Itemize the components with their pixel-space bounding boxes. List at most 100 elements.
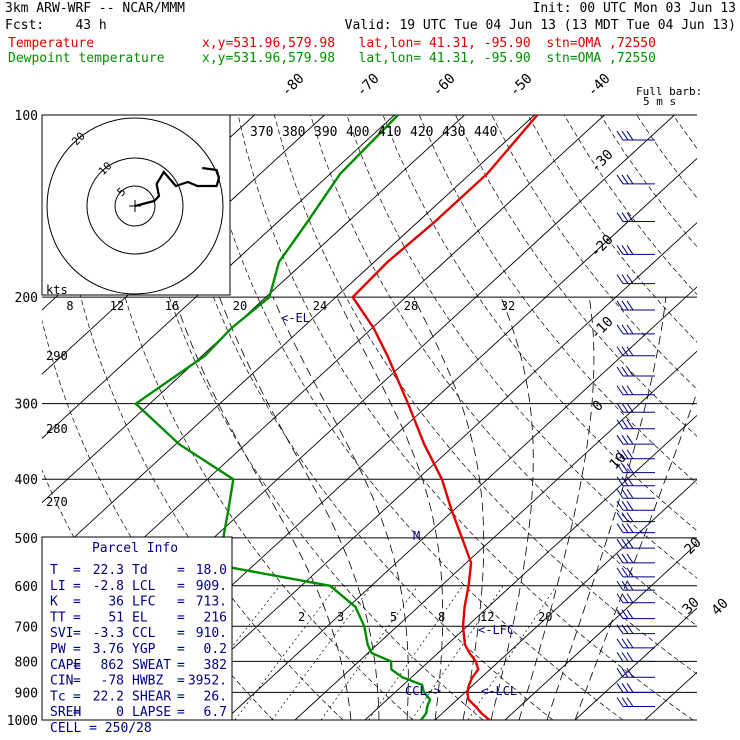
wind-barb-flag [626,274,634,284]
dry-adiabat-line [165,115,554,720]
wind-barb-flag [621,366,629,377]
parcel-value: 382 [204,658,227,673]
wind-barb-flag [621,580,629,591]
mixing-ratio-label: 5 [390,610,397,624]
dewpoint-legend: Dewpoint temperature [8,51,165,66]
isotherm-label: -70 [354,71,383,100]
wind-barb-flag [621,245,629,255]
theta-label: 420 [410,125,433,140]
isotherm-label: 30 [680,595,703,618]
isotherm-label: 0 [590,398,607,415]
wind-barb-flag [626,488,634,499]
wind-barb-flag [621,300,629,311]
wind-barb-flag [616,668,624,678]
parcel-key: Tc [50,689,66,704]
parcel-value: 862 [101,658,124,673]
wind-barb-flag [621,523,629,533]
hodograph-speed-tick: 32 [501,299,515,313]
wind-barb-flag [621,419,629,429]
parcel-cell: CELL = 250/28 [50,721,152,736]
parcel-value: -2.8 [93,579,124,594]
wind-barb-flag [621,697,629,707]
wind-barb-flag [616,366,624,377]
parcel-eq: = [73,705,81,720]
hodograph-speed-tick: 28 [404,299,418,313]
parcel-eq: = [177,610,185,625]
wind-barb-flag [616,624,624,634]
parcel-eq: = [73,563,81,578]
theta-label: 410 [378,125,401,140]
mixing-ratio-label: 3 [337,610,344,624]
wind-barb-flag [621,174,629,185]
wind-barb-flag [616,512,624,522]
wind-barb-flag [621,449,629,460]
isotherm-label: -60 [430,71,459,100]
parcel-eq: = [177,674,185,689]
wind-barb-flag [626,683,634,693]
wind-barb-flag [621,324,629,335]
parcel-value: 22.3 [93,563,124,578]
parcel-value: -78 [101,674,124,689]
mixing-ratio-label: 20 [538,610,552,624]
wind-barb-flag [626,300,634,311]
wind-barb-flag [621,402,629,413]
mixing-ratio-line [467,585,557,720]
wind-barb-flag [621,463,629,473]
wind-barb-flag [621,609,629,619]
hodograph-trace [134,166,221,208]
wind-barb-flag [621,488,629,499]
wind-barb-flag [621,624,629,634]
isotherm-line [574,607,697,720]
dry-adiabat-line [455,115,697,437]
moist-adiabat-line [173,296,352,720]
hodograph-speed-tick: 24 [313,299,327,313]
parcel-key: LCL [132,579,156,594]
moist-adiabat-line [272,296,409,720]
wind-barb-flag [626,434,634,445]
parcel-key: SVI [50,626,73,641]
wind-barb-flag [626,697,634,707]
isotherm-line [42,115,325,375]
pressure-tick-label: 800 [15,655,38,670]
barb-key-unit: 5 m s [643,95,676,108]
parcel-key: SHEAR [132,689,171,704]
parcel-info-box: Parcel Info T = 22.3 Td = 18.0 LI = -2.8 LCL = 909. K… [41,536,233,736]
parcel-eq: = [73,674,81,689]
dewpoint-line [133,115,432,720]
temperature-legend: Temperature [8,36,95,51]
wind-barb-flag [621,683,629,693]
parcel-key: CAPE [50,658,81,673]
parcel-value: 909. [196,579,227,594]
moist-adiabat-line [574,391,697,720]
wind-barb-flag [621,668,629,678]
parcel-key: SREH [50,705,81,720]
theta-label: 370 [250,125,273,140]
dry-adiabat-line [527,115,697,343]
wind-barb-flag [626,385,634,396]
parcel-key: Td [132,563,148,578]
level-marker: <-LFC [478,623,514,637]
wind-barb-flag [621,500,629,511]
isotherm-line [294,350,697,720]
wind-barb-flag [626,449,634,460]
parcel-value: 18.0 [196,563,227,578]
wind-barb-flag [616,580,624,591]
wind-barb-flag [616,683,624,693]
wind-barb-flag [626,638,634,649]
parcel-eq: = [73,658,81,673]
parcel-eq: = [177,689,185,704]
theta-label: 390 [314,125,337,140]
parcel-key: EL [132,610,148,625]
init-time: Init: 00 UTC Mon 03 Jun 13 [532,1,737,16]
parcel-eq: = [177,626,185,641]
isotherm-line [42,115,465,504]
wind-barb-flag [621,130,629,141]
wind-barb-flag [626,476,634,487]
wind-barb-flag [621,346,629,357]
wind-barb-flag [616,245,624,255]
wind-barb-flag [621,434,629,445]
parcel-value: 910. [196,626,227,641]
